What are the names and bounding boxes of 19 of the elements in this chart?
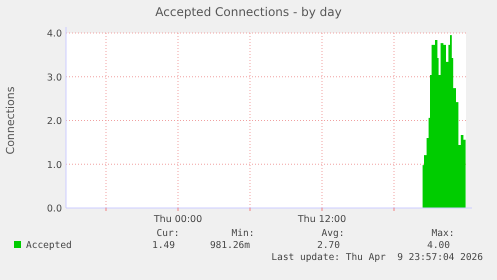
text: 1.49	[152, 240, 176, 251]
y-tick-label: 2.0	[46, 116, 62, 127]
text: Last update: Thu Apr 9 23:57:04 2026	[271, 252, 484, 263]
y-tick-label: 3.0	[46, 72, 62, 84]
legend-label: Accepted	[26, 240, 72, 251]
text: 2.70	[317, 240, 340, 251]
y-tick-label: 0.0	[46, 204, 62, 214]
text: 4.00	[427, 240, 450, 251]
x-tick-label: Thu 12:00	[296, 214, 346, 225]
text: Min:	[232, 228, 254, 239]
text: 981.26m	[210, 240, 250, 251]
x-tick-label: Thu 00:00	[152, 214, 202, 225]
y-tick-label: 1.0	[46, 160, 62, 171]
y-axis-title: Connections	[4, 86, 17, 154]
text: Avg:	[322, 228, 344, 239]
text: Cur:	[156, 228, 180, 239]
text: Max:	[432, 228, 454, 239]
chart-title: Accepted Connections - by day	[155, 5, 342, 19]
y-tick-label: 4.0	[46, 28, 62, 40]
